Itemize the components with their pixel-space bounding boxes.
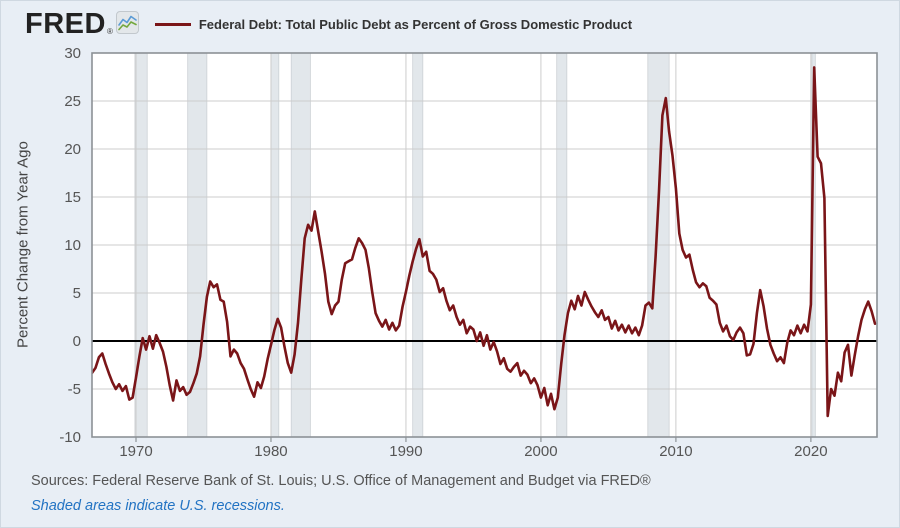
svg-text:2010: 2010 (659, 443, 692, 460)
series-legend: Federal Debt: Total Public Debt as Perce… (154, 17, 633, 32)
svg-text:15: 15 (64, 189, 81, 206)
registered-trademark-icon: ® (106, 27, 113, 36)
svg-text:5: 5 (73, 285, 81, 302)
svg-text:0: 0 (73, 333, 81, 350)
y-axis-title: Percent Change from Year Ago (14, 141, 32, 349)
svg-text:2000: 2000 (524, 443, 557, 460)
svg-text:10: 10 (64, 237, 81, 254)
chart-header: FRED ® Federal Debt: Total Public Debt a… (25, 8, 632, 39)
fred-logo: FRED (25, 7, 106, 40)
svg-text:20: 20 (64, 141, 81, 158)
svg-text:-5: -5 (68, 381, 81, 398)
legend-line-swatch (154, 23, 191, 26)
svg-text:-10: -10 (59, 429, 81, 446)
svg-text:1970: 1970 (119, 443, 152, 460)
svg-text:1990: 1990 (389, 443, 422, 460)
svg-text:30: 30 (64, 45, 81, 62)
svg-text:25: 25 (64, 93, 81, 110)
sources-note: Sources: Federal Reserve Bank of St. Lou… (31, 473, 651, 489)
recession-note: Shaded areas indicate U.S. recessions. (31, 498, 285, 514)
chart-plot-area: 1970 1980 1990 2000 2010 2020 30 25 20 15 10 5 0 -5 -1… (59, 45, 878, 460)
svg-text:2020: 2020 (794, 443, 827, 460)
svg-text:1980: 1980 (254, 443, 287, 460)
line-chart-icon (115, 11, 139, 39)
legend-series-label: Federal Debt: Total Public Debt as Perce… (198, 17, 633, 32)
